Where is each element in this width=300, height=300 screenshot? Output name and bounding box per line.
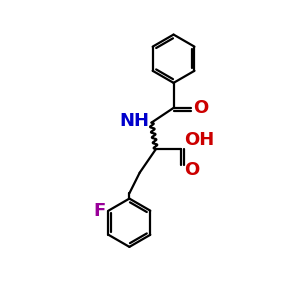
Text: O: O: [184, 161, 199, 179]
Text: F: F: [93, 202, 106, 220]
Text: OH: OH: [184, 131, 214, 149]
Text: O: O: [193, 99, 208, 117]
Text: NH: NH: [119, 112, 149, 130]
